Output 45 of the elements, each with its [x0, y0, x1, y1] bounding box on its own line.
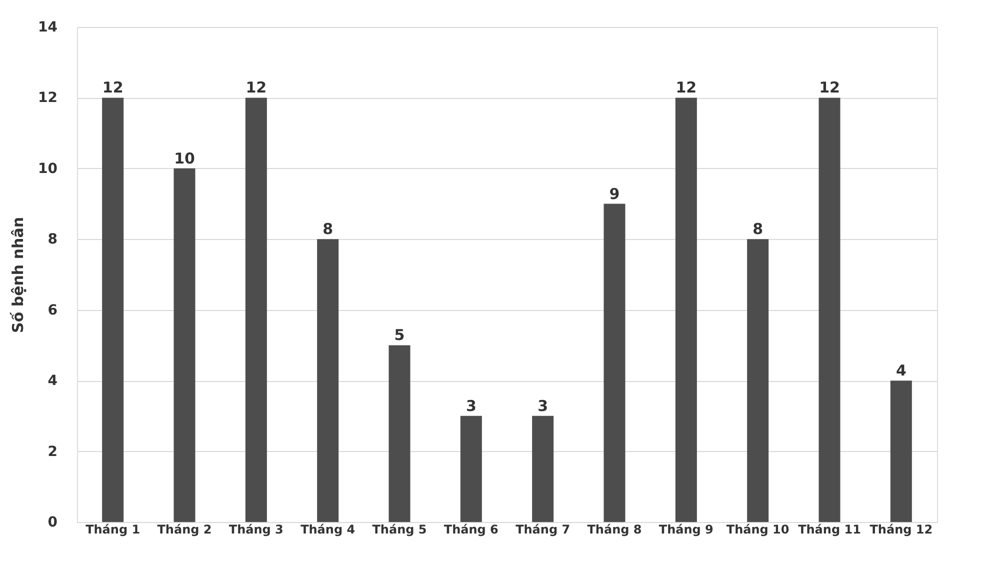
data-label: 12: [246, 78, 267, 97]
x-tick-label: Tháng 3: [228, 522, 284, 536]
x-tick-label: Tháng 10: [726, 522, 790, 536]
bar: [604, 204, 626, 522]
data-label: 12: [102, 78, 124, 97]
data-label: 3: [538, 396, 548, 415]
bar: [818, 98, 840, 522]
data-label: 8: [752, 220, 764, 238]
bar: [890, 380, 912, 522]
x-tick-label: Tháng 5: [372, 522, 427, 536]
data-label: 3: [466, 396, 476, 415]
data-label: 8: [322, 220, 334, 238]
y-tick-label: 0: [48, 514, 58, 530]
bar: [102, 98, 124, 522]
x-tick-label: Tháng 9: [658, 522, 714, 536]
x-tick-label: Tháng 6: [444, 522, 498, 536]
bar: [460, 416, 482, 522]
y-tick-label: 4: [48, 373, 58, 390]
x-tick-label: Tháng 11: [798, 522, 861, 536]
data-label: 12: [676, 78, 697, 97]
bar: [174, 168, 196, 522]
bar: [388, 345, 410, 522]
y-tick-label: 8: [48, 232, 58, 248]
y-tick-label: 6: [48, 302, 58, 318]
x-tick-label: Tháng 8: [587, 522, 642, 536]
x-tick-label: Tháng 2: [157, 522, 212, 536]
bar: [747, 239, 769, 522]
data-label: 5: [394, 326, 405, 344]
data-label: 10: [174, 149, 195, 168]
y-axis-title: Số bệnh nhân: [9, 217, 28, 333]
data-label: 4: [896, 362, 906, 380]
x-tick-label: Tháng 4: [300, 522, 356, 536]
bar: [532, 416, 554, 522]
data-label: 9: [609, 184, 620, 203]
bar: [245, 98, 267, 522]
y-tick-label: 2: [48, 444, 58, 460]
x-tick-label: Tháng 12: [870, 522, 933, 536]
y-tick-label: 12: [38, 90, 58, 106]
x-tick-label: Tháng 1: [86, 522, 140, 536]
y-tick-label: 10: [38, 160, 58, 177]
data-label: 12: [819, 78, 840, 97]
bar: [675, 98, 697, 522]
bar: [317, 239, 339, 522]
y-tick-label: 14: [38, 20, 58, 36]
x-tick-label: Tháng 7: [516, 522, 570, 536]
